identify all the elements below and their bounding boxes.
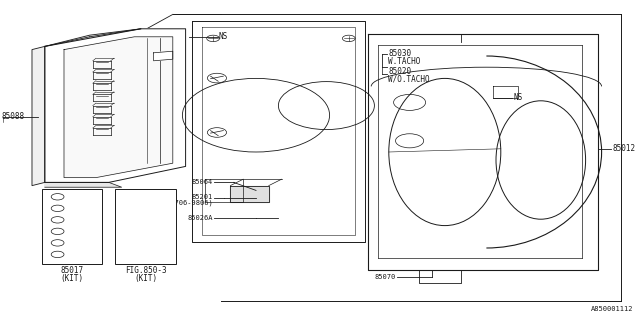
- Bar: [42, 189, 102, 264]
- Text: NS: NS: [513, 93, 522, 102]
- Text: (KIT): (KIT): [60, 274, 84, 283]
- Text: 85070: 85070: [374, 274, 396, 280]
- Polygon shape: [32, 46, 45, 186]
- Polygon shape: [154, 51, 173, 61]
- Text: W.TACHO: W.TACHO: [388, 57, 421, 66]
- Polygon shape: [45, 29, 186, 182]
- Polygon shape: [64, 37, 173, 178]
- Text: FIG.850-3: FIG.850-3: [125, 266, 166, 275]
- Polygon shape: [45, 182, 122, 187]
- Text: NS: NS: [219, 32, 228, 41]
- Text: 85012: 85012: [612, 144, 636, 153]
- Polygon shape: [125, 232, 160, 244]
- Polygon shape: [125, 206, 160, 217]
- Polygon shape: [125, 219, 160, 230]
- Text: A850001112: A850001112: [591, 306, 634, 312]
- Text: (KIT): (KIT): [134, 274, 157, 283]
- Polygon shape: [45, 29, 141, 46]
- Polygon shape: [205, 179, 243, 202]
- Polygon shape: [125, 245, 160, 257]
- Text: 85030: 85030: [388, 49, 412, 58]
- Text: W/O.TACHO: W/O.TACHO: [388, 74, 430, 83]
- Polygon shape: [230, 186, 269, 202]
- Polygon shape: [419, 270, 461, 283]
- Polygon shape: [125, 193, 160, 204]
- Text: 85026A: 85026A: [188, 215, 213, 220]
- Text: 85201: 85201: [192, 194, 213, 200]
- Text: 85017: 85017: [60, 266, 84, 275]
- Bar: [115, 189, 176, 264]
- Polygon shape: [202, 27, 355, 235]
- Text: 85064: 85064: [192, 180, 213, 185]
- Polygon shape: [493, 86, 518, 98]
- Polygon shape: [368, 34, 598, 270]
- Text: 85088: 85088: [2, 112, 25, 121]
- Text: (9706-9806): (9706-9806): [166, 200, 213, 206]
- Polygon shape: [192, 21, 365, 242]
- Text: 85020: 85020: [388, 67, 412, 76]
